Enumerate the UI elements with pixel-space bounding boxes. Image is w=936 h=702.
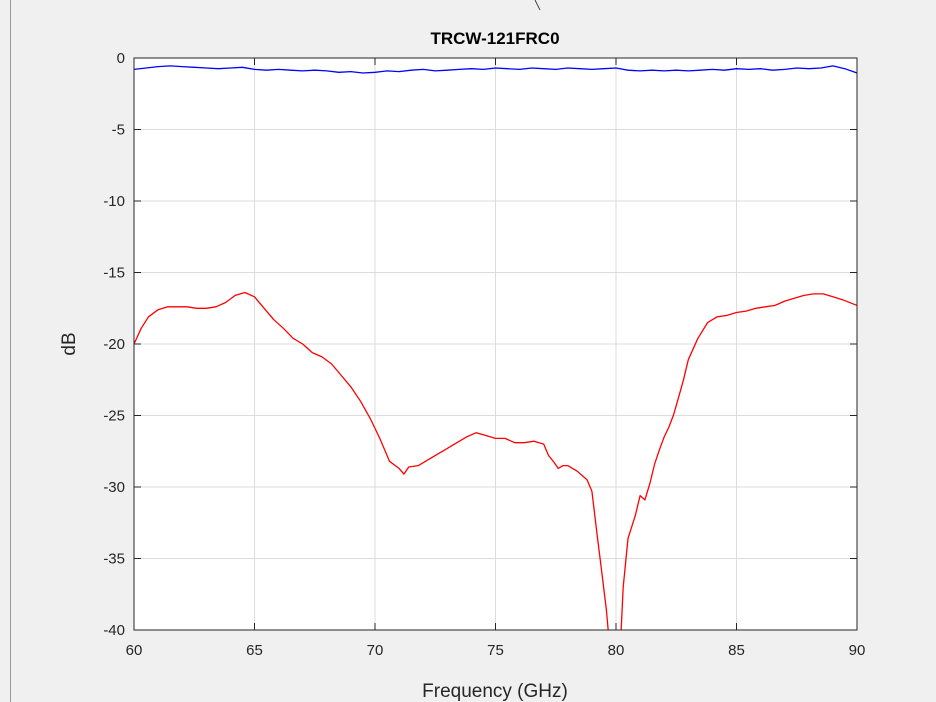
chart-title: TRCW-121FRC0: [430, 29, 559, 48]
y-tick-label: -30: [103, 479, 125, 496]
y-tick-label: -15: [103, 265, 125, 282]
x-tick-label: 65: [246, 642, 263, 659]
x-tick-label: 85: [728, 642, 745, 659]
stray-line: [534, 0, 541, 11]
window-border: [10, 0, 11, 702]
y-tick-label: -10: [103, 193, 125, 210]
x-tick-label: 75: [487, 642, 504, 659]
y-tick-label: -25: [103, 408, 125, 425]
series-line-1: [134, 65, 857, 74]
y-tick-label: -35: [103, 551, 125, 568]
y-tick-label: -5: [112, 122, 125, 139]
x-tick-label: 80: [608, 642, 625, 659]
series-line-2: [134, 291, 857, 630]
series-group: [134, 65, 857, 630]
grid: [134, 58, 857, 630]
x-tick-label: 70: [367, 642, 384, 659]
x-axis-label: Frequency (GHz): [422, 681, 568, 702]
y-tick-label: 0: [117, 50, 125, 67]
x-tick-label: 90: [849, 642, 866, 659]
ticks: 60 65 70 75 80 85 90 0 -5 -10 -15 -20 -25 -30 -35 -40: [103, 50, 865, 659]
x-tick-label: 60: [126, 642, 143, 659]
y-tick-label: -20: [103, 336, 125, 353]
y-axis-label: dB: [59, 332, 80, 355]
y-tick-label: -40: [103, 622, 125, 639]
